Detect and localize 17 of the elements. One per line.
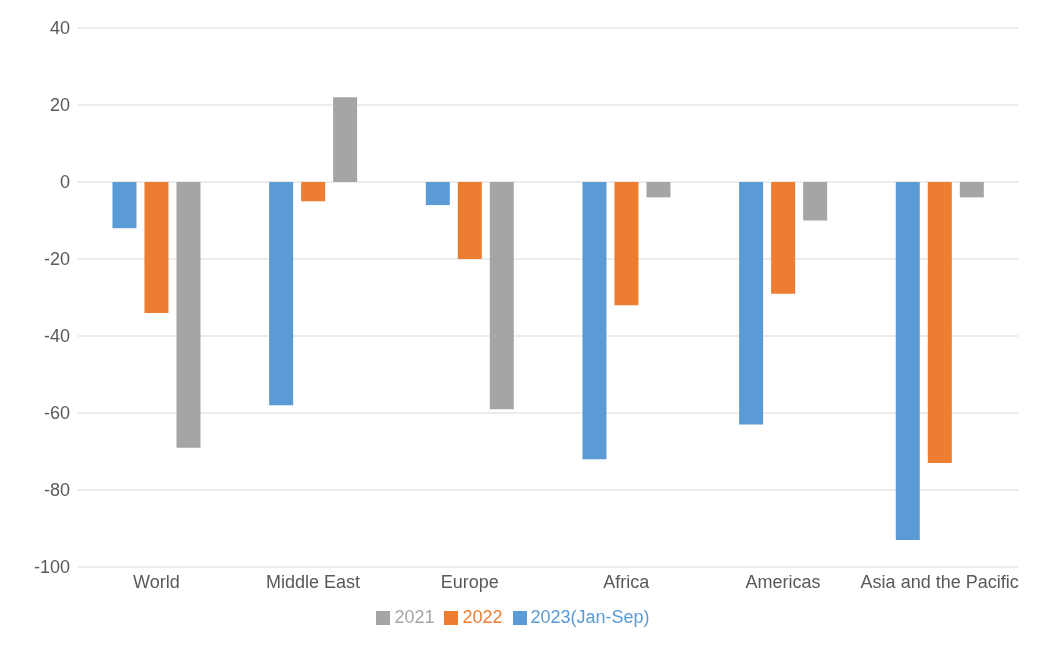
y-tick-label: -20 [43, 249, 70, 270]
y-tick-label: 40 [49, 18, 70, 39]
y-tick-label: -60 [43, 403, 70, 424]
x-tick-label: Middle East [265, 571, 361, 592]
x-tick-label: Africa [603, 571, 651, 592]
y-tick-label: -100 [33, 557, 70, 578]
y-tick-label: 0 [59, 172, 70, 193]
x-tick-label: Europe [440, 571, 499, 592]
y-tick-label: -80 [43, 480, 70, 501]
legend-label: 2023(Jan-Sep) [530, 607, 650, 627]
x-tick-label: World [132, 571, 180, 592]
y-tick-label: -40 [43, 326, 70, 347]
legend-label: 2022 [462, 607, 503, 627]
x-tick-label: Americas [745, 571, 821, 592]
x-tick-label: Asia and the Pacific [860, 571, 1019, 592]
y-tick-label: 20 [49, 95, 70, 116]
legend-label: 2021 [394, 607, 435, 627]
